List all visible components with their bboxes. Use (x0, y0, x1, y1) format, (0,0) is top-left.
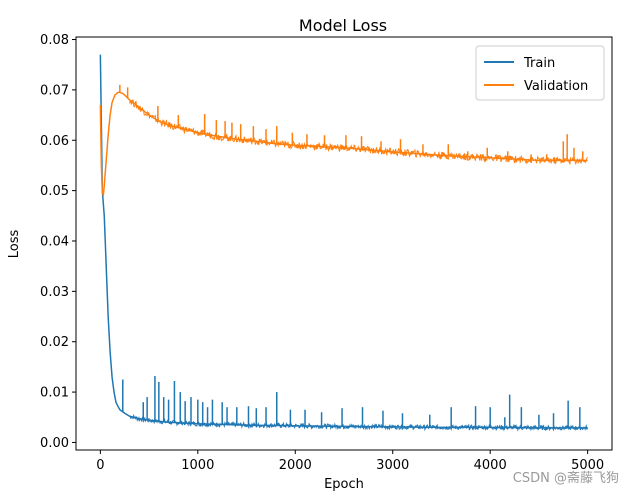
y-axis-label: Loss (7, 230, 22, 259)
legend: Train Validation (476, 46, 604, 100)
y-tick-label: 0.00 (40, 436, 69, 451)
x-tick-label: 0 (96, 458, 104, 473)
y-tick-label: 0.07 (40, 83, 69, 98)
series-layer (100, 55, 587, 430)
loss-chart: Model Loss 0 1000 2000 3000 4000 5000 0.000.0… (0, 0, 633, 496)
y-tick-label: 0.01 (40, 386, 69, 401)
y-tick-label: 0.02 (40, 335, 69, 350)
legend-train-label: Train (523, 56, 555, 71)
series-line-validation (100, 92, 587, 195)
x-tick-label: 2000 (279, 458, 312, 473)
x-tick-label: 1000 (181, 458, 214, 473)
chart-title: Model Loss (299, 16, 387, 35)
series-line-train (100, 55, 587, 428)
y-tick-label: 0.08 (40, 33, 69, 48)
series-noise-validation (130, 99, 588, 163)
y-tick-label: 0.03 (40, 285, 69, 300)
watermark: CSDN @斋藤飞狗 (513, 467, 619, 486)
y-tick-label: 0.05 (40, 184, 69, 199)
y-tick-label: 0.04 (40, 234, 69, 249)
y-tick-label: 0.06 (40, 134, 69, 149)
x-tick-label: 4000 (474, 458, 507, 473)
x-axis-label: Epoch (324, 477, 364, 492)
x-tick-label: 3000 (376, 458, 409, 473)
legend-validation-label: Validation (524, 79, 588, 94)
y-axis: 0.00 0.01 0.02 0.03 0.04 0.05 0.06 0.07 0.08 (40, 33, 76, 451)
